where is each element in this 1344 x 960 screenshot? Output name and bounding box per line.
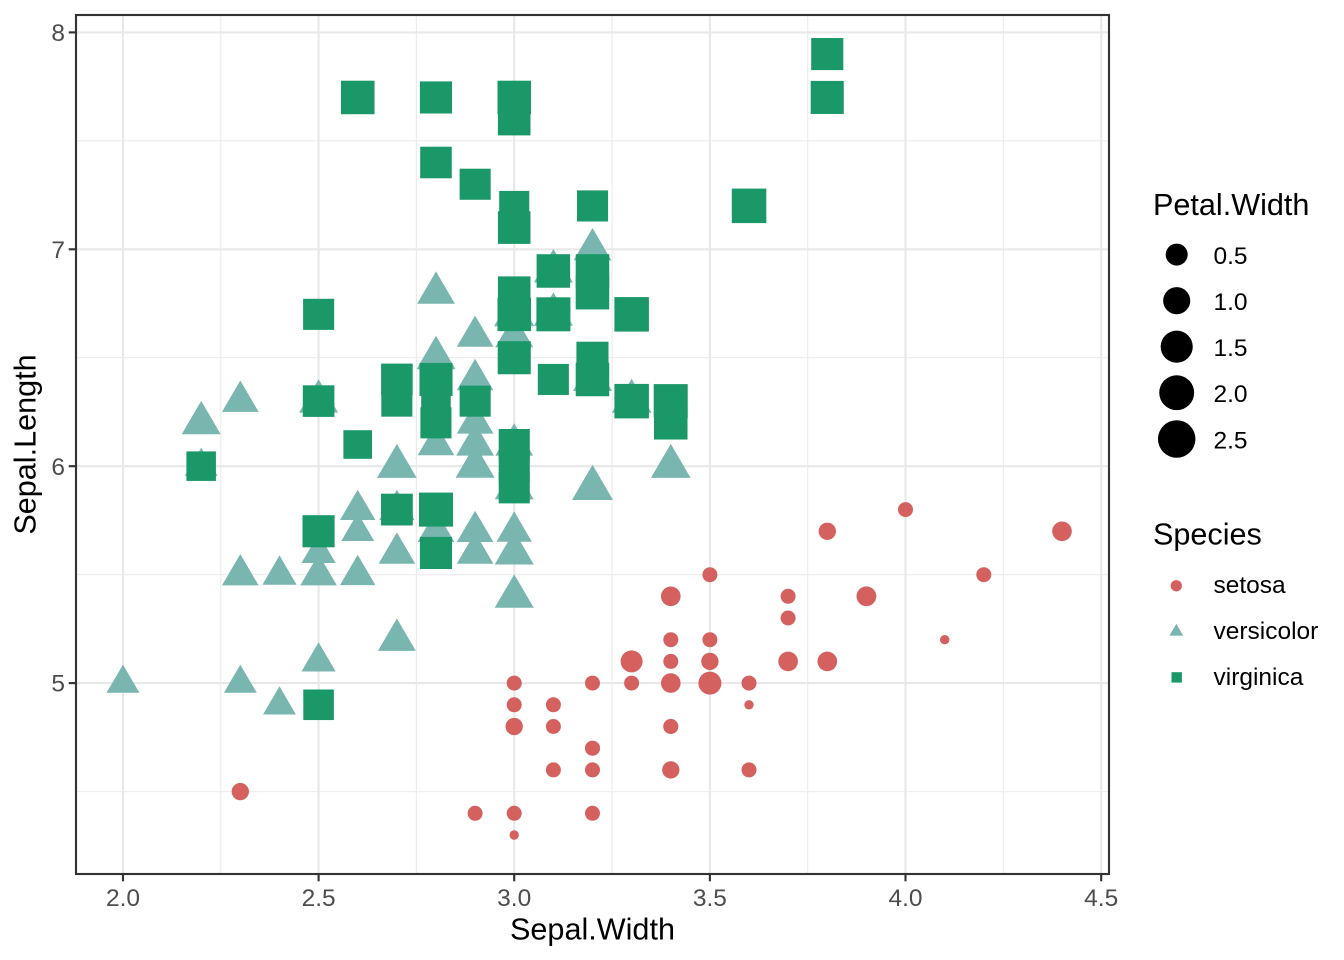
svg-text:Petal.Width: Petal.Width	[1153, 188, 1309, 222]
svg-text:2.5: 2.5	[1214, 427, 1248, 454]
svg-text:2.0: 2.0	[1214, 381, 1248, 408]
svg-text:2.5: 2.5	[302, 885, 336, 912]
svg-text:Sepal.Length: Sepal.Length	[9, 354, 43, 534]
svg-text:5: 5	[51, 671, 65, 698]
svg-text:1.5: 1.5	[1214, 335, 1248, 362]
svg-text:0.5: 0.5	[1214, 243, 1248, 270]
svg-text:versicolor: versicolor	[1214, 618, 1319, 645]
svg-text:Species: Species	[1153, 518, 1262, 552]
svg-text:3.0: 3.0	[497, 885, 531, 912]
svg-text:setosa: setosa	[1214, 572, 1287, 599]
svg-text:Sepal.Width: Sepal.Width	[510, 913, 675, 947]
svg-text:4.0: 4.0	[888, 885, 922, 912]
svg-text:4.5: 4.5	[1084, 885, 1118, 912]
svg-text:8: 8	[51, 20, 65, 47]
svg-text:1.0: 1.0	[1214, 289, 1248, 316]
svg-text:7: 7	[51, 237, 65, 264]
svg-text:virginica: virginica	[1214, 664, 1304, 691]
svg-text:2.0: 2.0	[106, 885, 140, 912]
svg-text:6: 6	[51, 454, 65, 481]
svg-text:3.5: 3.5	[693, 885, 727, 912]
